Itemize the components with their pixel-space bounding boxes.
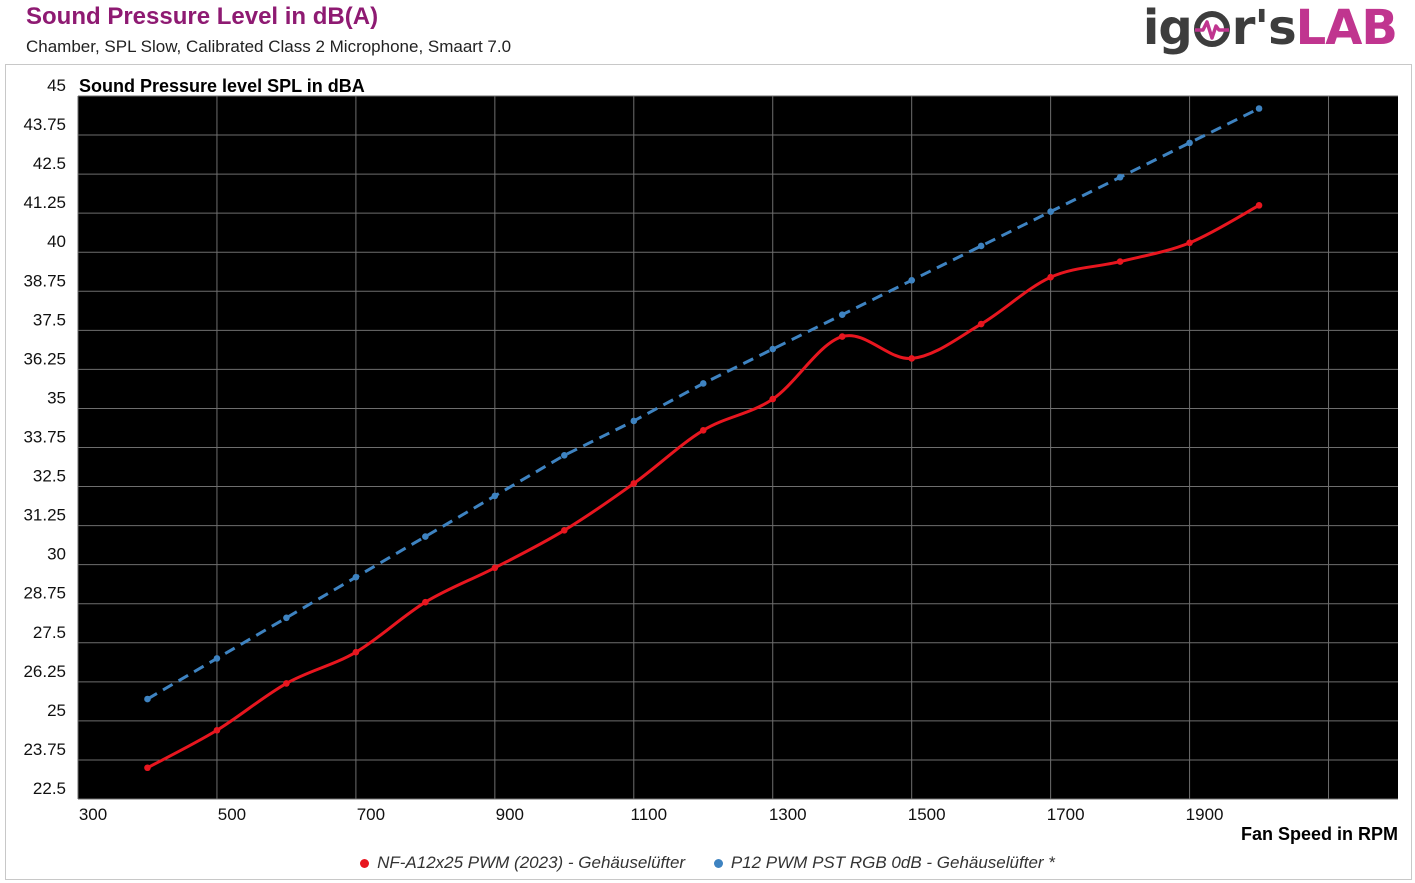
y-tick-label: 35 (47, 388, 66, 407)
data-point (838, 311, 846, 319)
y-tick-label: 30 (47, 545, 66, 564)
legend-label-p12: P12 PWM PST RGB 0dB - Gehäuselüfter * (730, 853, 1055, 872)
x-tick-label: 1300 (769, 805, 807, 824)
data-point (1255, 202, 1263, 209)
legend-dot-blue (713, 859, 723, 869)
data-point (1116, 258, 1124, 265)
data-point (491, 564, 499, 572)
heartbeat-icon (1193, 11, 1230, 47)
x-axis-ticks: 300 500 700 900 1100 1300 1500 1700 1900 (79, 805, 1224, 824)
y-tick-label: 37.5 (33, 310, 66, 329)
logo-text-dark-2: r's (1231, 0, 1297, 56)
data-point (144, 695, 151, 703)
chart-title: Sound Pressure Level in dB(A) (26, 3, 379, 30)
y-tick-label: 43.75 (23, 115, 66, 134)
y-tick-label: 41.25 (23, 193, 66, 212)
legend-item-nf-a12x25: NF-A12x25 PWM (2023) - Gehäuselüfter (360, 853, 685, 873)
legend-label-nf-a12x25: NF-A12x25 PWM (2023) - Gehäuselüfter (377, 853, 686, 872)
data-point (977, 242, 985, 250)
chart-subtitle: Chamber, SPL Slow, Calibrated Class 2 Mi… (26, 37, 512, 56)
data-point (769, 345, 777, 353)
data-point (1255, 105, 1263, 112)
data-point (352, 573, 360, 581)
y-tick-label: 33.75 (23, 428, 66, 447)
y-tick-label: 22.5 (33, 779, 66, 798)
data-point (352, 648, 360, 656)
y-tick-label: 25 (47, 701, 66, 720)
x-tick-label: 300 (79, 805, 107, 824)
x-axis-title: Fan Speed in RPM (1241, 824, 1398, 844)
x-tick-label: 1700 (1047, 805, 1085, 824)
data-point (491, 492, 499, 500)
legend-dot-red (360, 859, 370, 869)
y-axis-title: Sound Pressure level SPL in dBA (79, 76, 365, 96)
data-point (838, 333, 846, 340)
y-tick-label: 38.75 (23, 271, 66, 290)
x-tick-label: 1900 (1186, 805, 1224, 824)
data-point (699, 427, 707, 434)
data-point (630, 480, 638, 487)
data-point (1116, 173, 1124, 181)
data-point (144, 764, 151, 772)
y-tick-label: 40 (47, 232, 66, 251)
grid-lines (77, 95, 1398, 800)
data-point (908, 277, 915, 284)
data-point (561, 526, 568, 534)
logo-text-dark: ig (1142, 0, 1193, 56)
x-tick-label: 700 (357, 805, 385, 824)
data-point (1186, 239, 1193, 247)
x-tick-label: 500 (218, 805, 246, 824)
y-tick-label: 36.25 (23, 349, 66, 368)
data-point (1047, 273, 1054, 281)
data-point (908, 355, 915, 362)
chart-frame (5, 64, 1412, 880)
data-point (1047, 208, 1054, 215)
y-tick-label: 42.5 (33, 154, 66, 173)
legend: NF-A12x25 PWM (2023) - Gehäuselüfter P12… (0, 853, 1415, 873)
data-point (977, 320, 985, 328)
y-tick-label: 28.75 (23, 584, 66, 603)
y-tick-label: 45 (47, 76, 66, 95)
data-point (630, 417, 638, 425)
legend-item-p12: P12 PWM PST RGB 0dB - Gehäuselüfter * (713, 853, 1055, 873)
x-tick-label: 900 (496, 805, 524, 824)
data-point (561, 452, 568, 459)
data-point (283, 680, 290, 687)
series-lines (144, 105, 1263, 772)
y-tick-label: 23.75 (23, 740, 66, 759)
data-point (422, 533, 429, 540)
data-point (699, 380, 707, 387)
y-tick-label: 31.25 (23, 506, 66, 525)
logo-text-accent: LAB (1295, 0, 1398, 56)
y-tick-label: 27.5 (33, 623, 66, 642)
data-point (1186, 139, 1193, 147)
y-tick-label: 32.5 (33, 467, 66, 486)
data-point (283, 614, 290, 622)
data-point (213, 726, 221, 734)
y-tick-label: 26.25 (23, 662, 66, 681)
x-tick-label: 1100 (631, 805, 668, 824)
data-point (769, 395, 777, 403)
data-point (213, 655, 221, 662)
data-point (422, 598, 429, 606)
x-tick-label: 1500 (908, 805, 946, 824)
y-axis-ticks: 22.5 23.75 25 26.25 27.5 28.75 30 31.25 32.5 33.7… (23, 76, 66, 798)
igorslab-logo: ig r'sLAB (1142, 0, 1398, 56)
